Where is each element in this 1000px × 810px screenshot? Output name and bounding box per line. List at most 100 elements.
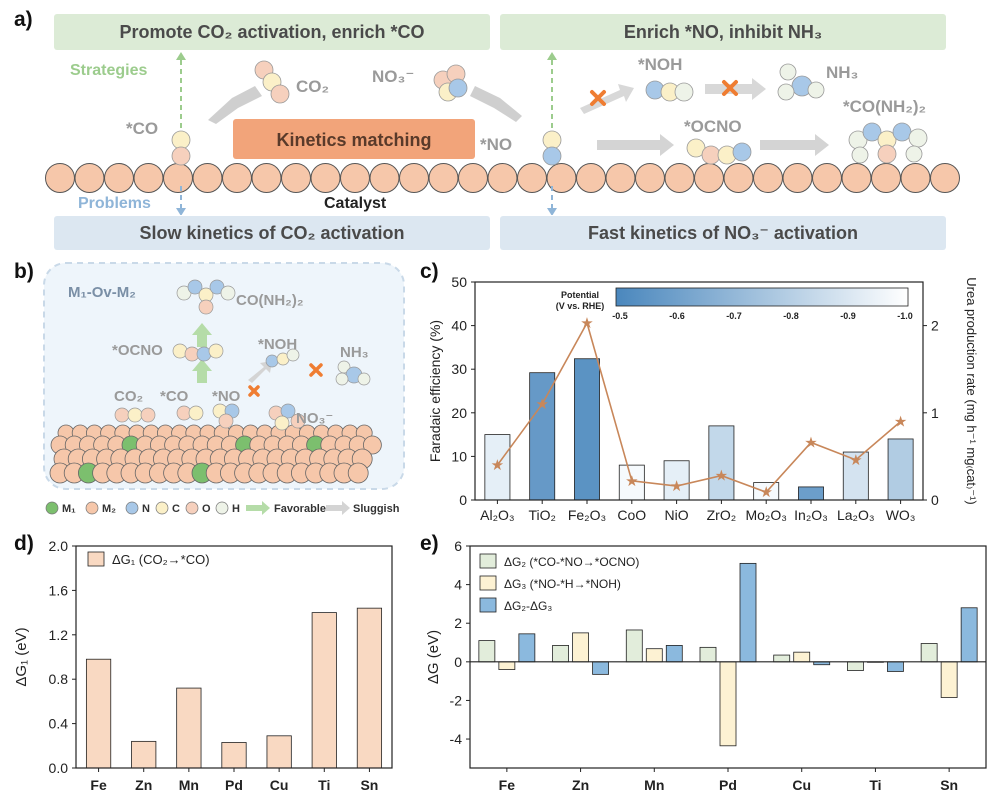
kinetics-matching-label: Kinetics matching bbox=[276, 130, 431, 150]
no-to-ocno-arrow bbox=[597, 134, 674, 156]
delta-g3-bar bbox=[498, 661, 516, 670]
legend-label: ΔG₁ (CO₂→*CO) bbox=[112, 552, 210, 567]
panel-a-label: a) bbox=[14, 8, 33, 31]
delta-g-diff-bar bbox=[518, 633, 536, 663]
y-tick-label: 0.4 bbox=[49, 716, 69, 732]
delta-g-diff-bar bbox=[592, 661, 609, 675]
urea-rate-point: ★ bbox=[491, 457, 504, 474]
y-tick-label: 2.0 bbox=[49, 538, 69, 554]
no-to-noh-arrow bbox=[580, 84, 634, 114]
delta-g1-bar bbox=[176, 687, 202, 769]
urea-label: CO(NH₂)₂ bbox=[236, 292, 304, 309]
nh3-label: NH₃ bbox=[340, 344, 369, 361]
banner-promote-co2: Promote CO₂ activation, enrich *CO bbox=[54, 14, 490, 50]
fe-bar bbox=[798, 486, 824, 501]
x-tick-label: Cu bbox=[792, 777, 811, 793]
panel-e-label: e) bbox=[420, 532, 439, 555]
catalyst-atom bbox=[930, 163, 960, 193]
catalyst-atom bbox=[310, 163, 341, 193]
ocno-label: *OCNO bbox=[112, 342, 163, 359]
catalyst-label: Catalyst bbox=[324, 195, 387, 212]
y-tick-label: -4 bbox=[450, 731, 463, 747]
kinetics-matching-box bbox=[233, 119, 475, 159]
legend-sluggish: Sluggish bbox=[353, 503, 400, 515]
panel-d-label: d) bbox=[14, 532, 34, 555]
y-tick-label: 0 bbox=[459, 492, 467, 508]
catalyst-atom bbox=[871, 163, 901, 193]
noh-label: *NOH bbox=[258, 336, 297, 353]
y-right-tick-label: 1 bbox=[931, 405, 939, 421]
panel-c-label: c) bbox=[420, 260, 439, 283]
sluggish-arrow bbox=[248, 361, 272, 383]
legend-m1: M₁ bbox=[62, 503, 76, 515]
legend-label: ΔG₂-ΔG₃ bbox=[504, 599, 552, 613]
urea-ads-label: *CO(NH₂)₂ bbox=[843, 97, 926, 116]
catalyst-atom bbox=[369, 163, 400, 193]
y-tick-label: 50 bbox=[451, 274, 467, 290]
no3-molecule bbox=[433, 64, 468, 102]
catalyst-surface bbox=[45, 163, 960, 193]
catalyst-slab bbox=[49, 424, 382, 484]
x-tick-label: WO₃ bbox=[886, 507, 916, 523]
x-tick-label: TiO₂ bbox=[528, 507, 555, 523]
catalyst-atom bbox=[163, 163, 193, 193]
y-tick-label: 2 bbox=[454, 615, 462, 631]
co2-molecule bbox=[114, 407, 156, 423]
nh3-molecule bbox=[335, 360, 371, 386]
delta-g-diff-bar bbox=[739, 562, 757, 663]
urea-rate-point: ★ bbox=[804, 434, 817, 451]
x-tick-label: ZrO₂ bbox=[707, 507, 737, 523]
fe-bar bbox=[663, 460, 690, 501]
urea-rate-point: ★ bbox=[894, 414, 907, 431]
fe-bar bbox=[887, 438, 914, 501]
y-right-tick-label: 2 bbox=[931, 318, 939, 334]
problems-label: Problems bbox=[78, 195, 151, 212]
no-ads-label: *NO bbox=[480, 135, 512, 154]
delta-g1-bar bbox=[221, 742, 247, 769]
panel-b-legend: M₁ M₂ N C O H Favorable Sluggish bbox=[45, 501, 400, 515]
catalyst-atom bbox=[340, 163, 370, 193]
no3-molecule bbox=[268, 403, 306, 431]
urea-rate-point: ★ bbox=[580, 315, 593, 332]
co2-label: CO₂ bbox=[296, 77, 329, 96]
legend-label: ΔG₃ (*NO-*H→*NOH) bbox=[504, 577, 621, 591]
co2-to-co-arrow bbox=[208, 86, 262, 124]
catalyst-atom bbox=[605, 163, 636, 193]
legend-swatch bbox=[479, 575, 497, 591]
y-tick-label: 10 bbox=[451, 448, 467, 464]
y-tick-label: 1.2 bbox=[49, 627, 69, 643]
colorbar-subtitle: (V vs. RHE) bbox=[556, 301, 605, 311]
chart-e: -4 -2 0 2 4 6 Fe Zn Mn Pd Cu Ti Sn ΔG (eV) ΔG₂ (*CO-*N… bbox=[425, 538, 987, 793]
banner-fast-kinetics: Fast kinetics of NO₃⁻ activation bbox=[500, 216, 946, 250]
legend-swatch bbox=[87, 551, 105, 567]
delta-g3-bar bbox=[793, 651, 811, 663]
x-tick-label: CoO bbox=[617, 507, 646, 523]
urea-adsorbate bbox=[848, 122, 928, 164]
catalyst-atom bbox=[812, 163, 842, 193]
co-adsorbate bbox=[171, 130, 191, 166]
urea-rate-point: ★ bbox=[625, 473, 638, 490]
ocno-label: *OCNO bbox=[684, 117, 742, 136]
no3-to-no-arrow bbox=[470, 86, 522, 122]
x-tick-label: In₂O₃ bbox=[794, 507, 828, 523]
y-tick-label: -2 bbox=[450, 692, 463, 708]
x-tick-label: Fe₂O₃ bbox=[568, 507, 606, 523]
delta-g3-bar bbox=[719, 661, 737, 747]
delta-g2-bar bbox=[699, 646, 717, 663]
x-tick-label: Zn bbox=[572, 777, 589, 793]
catalyst-atom bbox=[399, 163, 429, 193]
delta-g3-bar bbox=[645, 648, 663, 663]
catalyst-atom bbox=[576, 163, 606, 193]
catalyst-atom bbox=[192, 163, 223, 193]
fe-bar bbox=[484, 434, 511, 501]
delta-g1-bar bbox=[266, 735, 292, 769]
delta-g-diff-bar bbox=[665, 645, 683, 663]
y-tick-label: 0 bbox=[454, 654, 462, 670]
urea-rate-point: ★ bbox=[535, 396, 548, 413]
chart-d: 0.0 0.4 0.8 1.2 1.6 2.0 Fe Zn Mn Pd Cu Ti Sn ΔG₁ (eV)… bbox=[13, 538, 393, 793]
noh-molecule bbox=[265, 348, 300, 368]
urea-rate-line bbox=[496, 320, 902, 494]
legend-swatch bbox=[479, 597, 497, 613]
colorbar-tick-label: -0.5 bbox=[612, 311, 628, 321]
x-tick-label: Mn bbox=[179, 777, 199, 793]
